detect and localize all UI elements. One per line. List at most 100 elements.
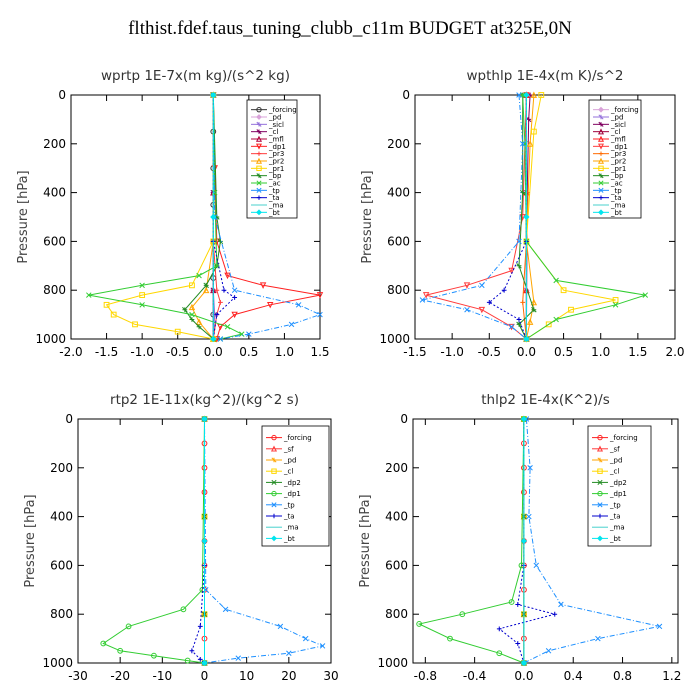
legend-marker xyxy=(598,173,604,179)
legend-marker xyxy=(255,157,263,164)
data-point xyxy=(266,301,274,309)
chart-panel-4: thlp2 1E-4x(K^2)/s Pressure [hPa] 0 200 400 6… xyxy=(358,392,681,683)
y-tick-label: 1000 xyxy=(377,656,408,670)
y-tick-label: 0 xyxy=(65,412,73,426)
x-tick-label: -10 xyxy=(153,669,173,683)
data-point xyxy=(224,272,231,280)
legend-marker xyxy=(597,434,603,441)
legend-marker xyxy=(597,457,603,463)
data-point xyxy=(478,306,486,314)
legend-label: _bt xyxy=(283,535,295,543)
legend-label: _ta xyxy=(609,513,621,521)
legend-marker xyxy=(271,502,277,508)
legend-label: _pr1 xyxy=(610,165,626,173)
legend-label: _ac xyxy=(610,180,623,188)
legend-marker xyxy=(597,143,605,150)
data-point xyxy=(189,648,195,654)
legend-label: _forcing xyxy=(609,434,638,442)
data-point xyxy=(210,91,217,99)
legend-marker xyxy=(256,114,262,120)
data-point xyxy=(422,292,430,299)
x-tick-label: 2.0 xyxy=(665,345,684,359)
data-point xyxy=(110,311,117,318)
legend-marker xyxy=(597,502,603,508)
data-point xyxy=(459,611,466,618)
data-point xyxy=(174,328,181,335)
legend-label: _mfl xyxy=(610,136,626,144)
data-point xyxy=(139,292,146,298)
data-point xyxy=(516,321,522,328)
data-point xyxy=(201,659,208,667)
legend-label: _sicl xyxy=(610,121,626,129)
x-tick-label: -0.5 xyxy=(166,345,189,359)
data-point xyxy=(302,635,309,642)
y-tick-label: 800 xyxy=(43,283,66,297)
y-tick-label: 200 xyxy=(50,461,73,475)
data-point xyxy=(496,650,503,657)
data-point xyxy=(238,331,245,337)
series-pr1 xyxy=(103,92,217,342)
panel-title: wprtp 1E-7x(m kg)/(s^2 kg) xyxy=(101,68,290,84)
y-tick-label: 0 xyxy=(58,88,66,102)
data-point xyxy=(479,282,485,289)
legend-label: _pd xyxy=(268,114,281,122)
y-tick-label: 200 xyxy=(43,137,66,151)
data-point xyxy=(317,311,323,318)
data-point xyxy=(656,623,663,630)
legend-marker xyxy=(256,106,262,113)
legend-label: _tp xyxy=(609,501,621,509)
data-point xyxy=(515,602,521,607)
x-tick-label: -1.0 xyxy=(440,345,463,359)
data-point xyxy=(189,282,195,289)
data-point xyxy=(288,321,295,328)
legend-marker xyxy=(271,535,277,542)
data-point xyxy=(295,302,302,308)
legend-label: _bp xyxy=(268,172,282,180)
data-point xyxy=(516,263,522,269)
legend-marker xyxy=(271,479,277,485)
data-point xyxy=(545,321,552,328)
legend-label: _tp xyxy=(283,501,295,509)
data-point xyxy=(188,303,196,311)
y-tick-label: 600 xyxy=(43,234,66,248)
series-dp1 xyxy=(100,416,208,666)
data-point xyxy=(201,537,208,545)
legend-label: _tp xyxy=(610,187,622,195)
data-point xyxy=(520,537,528,545)
legend-label: _tp xyxy=(268,187,280,195)
data-point xyxy=(132,321,138,328)
data-point xyxy=(568,306,574,313)
y-tick-label: 600 xyxy=(385,558,408,572)
data-point xyxy=(117,647,124,654)
data-point xyxy=(533,562,540,569)
legend-label: _pr1 xyxy=(268,165,284,173)
legend-marker xyxy=(598,187,604,193)
legend-label: _ta xyxy=(283,513,295,521)
x-tick-label: 0.0 xyxy=(517,345,536,359)
y-tick-label: 800 xyxy=(387,283,410,297)
data-point xyxy=(530,91,538,98)
legend-marker xyxy=(597,490,603,497)
x-tick-label: 0.4 xyxy=(564,669,583,683)
data-point xyxy=(197,656,203,662)
data-point xyxy=(182,306,188,313)
x-tick-label: 0 xyxy=(201,669,209,683)
data-point xyxy=(214,312,220,317)
legend-label: _sf xyxy=(283,445,294,453)
data-point xyxy=(516,92,522,98)
data-point xyxy=(538,92,545,98)
data-point xyxy=(232,295,238,300)
x-tick-label: -0.5 xyxy=(478,345,501,359)
legend-label: _pd xyxy=(283,457,296,465)
data-point xyxy=(197,624,203,629)
legend-marker xyxy=(597,135,605,142)
legend-label: _dp1 xyxy=(609,490,627,498)
y-axis-label: Pressure [hPa] xyxy=(23,494,38,587)
data-point xyxy=(214,287,220,293)
data-point xyxy=(523,335,530,343)
series-line xyxy=(425,94,527,340)
data-point xyxy=(463,282,471,289)
series-line xyxy=(522,94,646,340)
legend-marker xyxy=(598,180,604,186)
